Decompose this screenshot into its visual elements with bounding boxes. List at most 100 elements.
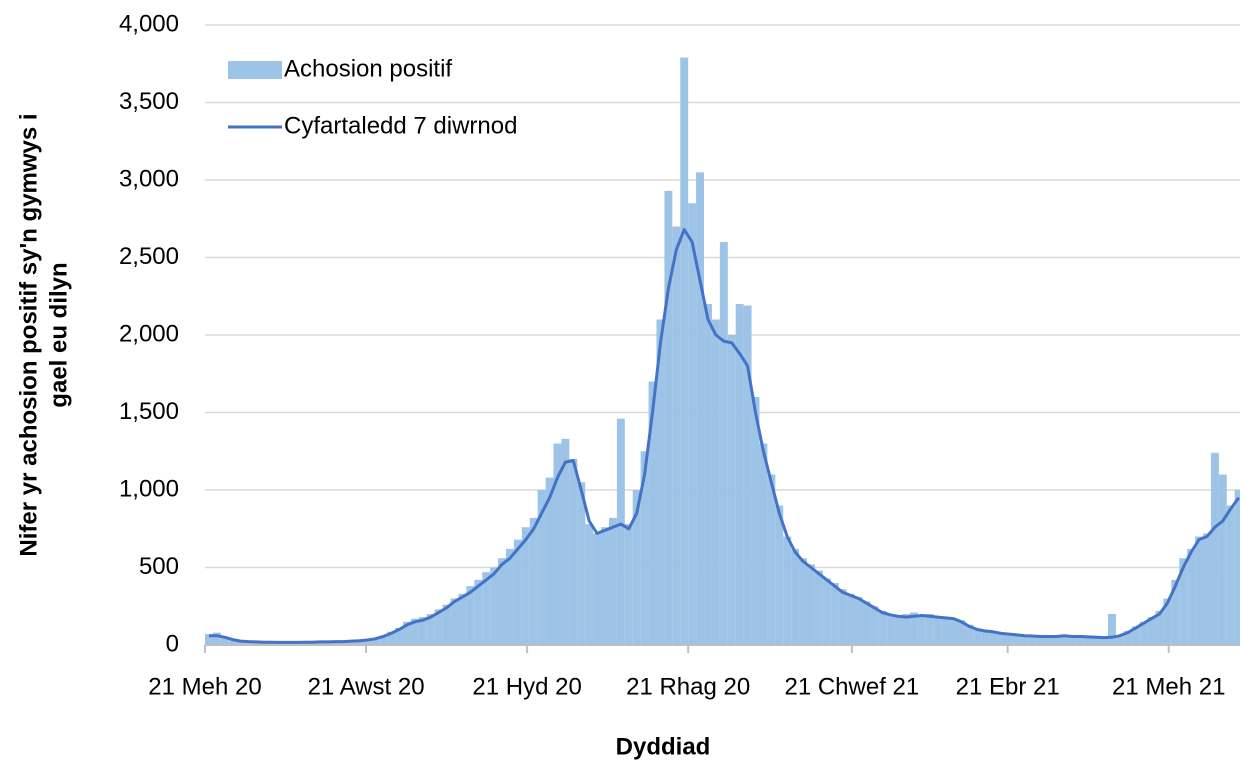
bar (894, 615, 903, 645)
bar (1036, 636, 1045, 645)
bar (569, 459, 578, 645)
bar (783, 536, 792, 645)
x-tick-label: 21 Chwef 21 (784, 673, 919, 700)
x-tick-label: 21 Awst 20 (308, 673, 425, 700)
bar (1115, 635, 1124, 645)
bar (1123, 631, 1132, 645)
bar (696, 172, 705, 645)
bars (205, 57, 1240, 646)
bar (886, 614, 895, 645)
bar (941, 617, 950, 645)
bar (474, 579, 483, 645)
y-tick-label: 500 (139, 553, 179, 580)
bar (981, 630, 990, 645)
bar (957, 620, 966, 645)
bar (1179, 558, 1188, 645)
bar (387, 631, 396, 645)
bar (719, 242, 728, 645)
bar (925, 614, 934, 645)
bar (997, 632, 1006, 645)
bar (490, 567, 499, 645)
x-tick-label: 21 Ebr 21 (956, 673, 1060, 700)
bar (688, 203, 697, 645)
bar (838, 589, 847, 645)
bar (632, 490, 641, 645)
bar (870, 606, 879, 645)
bar (830, 583, 839, 645)
bar (458, 593, 467, 645)
bar (989, 631, 998, 645)
bar (1234, 490, 1240, 645)
legend-label: Achosion positif (284, 55, 452, 82)
bar (1218, 474, 1227, 645)
bar (862, 601, 871, 645)
y-tick-label: 3,000 (119, 165, 179, 192)
bar (561, 438, 570, 645)
bar (1226, 505, 1235, 645)
bar (1195, 536, 1204, 645)
bar (1020, 635, 1029, 645)
bar (1060, 634, 1069, 645)
bar (521, 527, 530, 645)
bar (727, 335, 736, 645)
bar (1084, 636, 1093, 645)
bar (973, 628, 982, 645)
legend-swatch (228, 61, 282, 79)
y-axis-title: gael eu dilyn (45, 262, 72, 407)
bar (220, 636, 229, 645)
bar (1155, 610, 1164, 645)
bar (395, 627, 404, 645)
bar (545, 477, 554, 645)
y-tick-label: 1,000 (119, 475, 179, 502)
bar (1044, 636, 1053, 645)
bar (624, 524, 633, 645)
bar (244, 641, 253, 645)
bar (664, 190, 673, 645)
bar (1092, 636, 1101, 645)
bar (593, 533, 602, 645)
bar (355, 640, 364, 645)
bar (608, 517, 617, 645)
bar (577, 482, 586, 645)
bar (806, 564, 815, 645)
bar (751, 397, 760, 645)
bar (1100, 637, 1108, 645)
bar (1012, 634, 1021, 645)
bar (965, 624, 974, 645)
bar (917, 615, 926, 645)
bar (1131, 626, 1140, 645)
y-axis-title: Nifer yr achosion positif sy'n gymwys i (15, 113, 42, 556)
bar (878, 610, 887, 645)
bar (434, 609, 443, 645)
bar (704, 304, 712, 645)
bar (949, 618, 958, 645)
y-tick-label: 1,500 (119, 398, 179, 425)
bar (1068, 636, 1077, 645)
bar (846, 593, 855, 645)
legend-label: Cyfartaledd 7 diwrnod (284, 112, 517, 139)
bar (711, 319, 720, 645)
bar (759, 443, 768, 645)
bar (601, 527, 609, 645)
bar (513, 539, 522, 645)
bar (640, 451, 649, 645)
y-tick-label: 0 (166, 630, 179, 657)
bar (767, 474, 776, 645)
bar (1139, 621, 1148, 645)
bar (616, 418, 625, 645)
bar (371, 638, 380, 645)
bar (482, 572, 491, 645)
bar (426, 614, 435, 645)
bar (799, 558, 807, 645)
bar (403, 621, 411, 645)
bar (498, 558, 506, 645)
bar (933, 616, 942, 645)
bar (466, 586, 475, 645)
bar (648, 381, 657, 645)
bar (1028, 635, 1037, 645)
bar (672, 226, 681, 645)
bar (205, 634, 213, 645)
bar (902, 614, 910, 645)
bar (1147, 617, 1156, 645)
bar (212, 632, 221, 645)
